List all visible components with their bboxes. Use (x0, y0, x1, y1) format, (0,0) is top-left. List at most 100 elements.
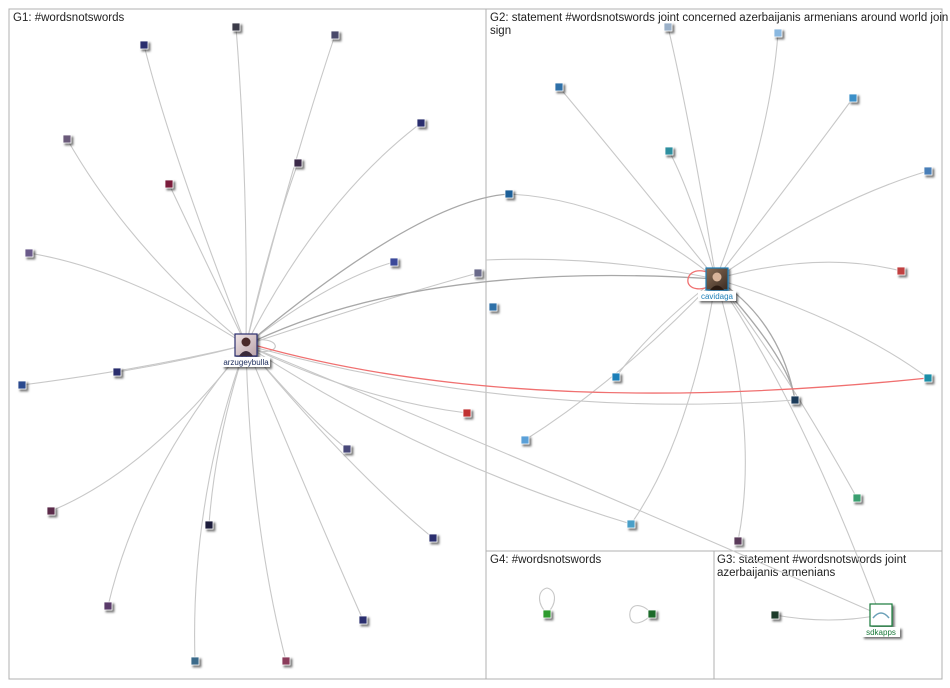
graph-node[interactable] (462, 408, 472, 418)
edge (168, 183, 247, 346)
edge (107, 344, 247, 607)
graph-node[interactable] (647, 609, 657, 619)
graph-node[interactable] (62, 134, 72, 144)
graph-node[interactable] (626, 519, 636, 529)
hub-arzugeybulla[interactable]: arzugeybulla (222, 333, 270, 367)
graph-node[interactable] (770, 610, 780, 620)
edge (668, 150, 717, 280)
edge (774, 614, 881, 621)
edges-g2 (485, 26, 929, 616)
graph-node[interactable] (923, 166, 933, 176)
avatar-mark (872, 612, 890, 619)
graph-node[interactable] (112, 367, 122, 377)
graph-node[interactable] (139, 40, 149, 50)
hub-sdkapps[interactable]: sdkapps (862, 603, 900, 637)
graph-node[interactable] (848, 93, 858, 103)
edge (715, 278, 881, 616)
edge (715, 261, 902, 280)
graph-node[interactable] (103, 601, 113, 611)
graph-node[interactable] (428, 533, 438, 543)
graph-node[interactable] (389, 257, 399, 267)
edge (116, 344, 247, 373)
group-title-g4: G4: #wordsnotswords (490, 554, 601, 566)
edge (245, 162, 299, 346)
hub-label: arzugeybulla (223, 358, 269, 367)
graph-node[interactable] (520, 435, 530, 445)
hub-label: cavidaga (701, 292, 734, 301)
graph-node[interactable] (416, 118, 426, 128)
edge (245, 274, 717, 346)
edge (28, 252, 247, 346)
edge (245, 344, 468, 414)
edge (245, 122, 422, 346)
graph-node[interactable] (24, 248, 34, 258)
graph-node[interactable] (231, 22, 241, 32)
edge (143, 44, 247, 346)
graph-node[interactable] (204, 520, 214, 530)
graph-node[interactable] (554, 82, 564, 92)
edge (194, 344, 247, 662)
edge (235, 26, 247, 346)
graph-node[interactable] (488, 302, 498, 312)
nodes-g2 (488, 22, 933, 546)
edge (667, 26, 717, 280)
edge (245, 344, 632, 525)
edge (208, 344, 247, 526)
graph-node[interactable] (281, 656, 291, 666)
graph-node[interactable] (473, 268, 483, 278)
avatar-body (239, 351, 253, 356)
graph-node[interactable] (190, 656, 200, 666)
group-title-g2: G2: statement #wordsnotswords joint conc… (490, 12, 950, 37)
edge (50, 344, 247, 512)
edge (253, 344, 929, 394)
graph-node[interactable] (17, 380, 27, 390)
hub-cavidaga[interactable]: cavidaga (698, 267, 736, 301)
hub-label-bg (698, 291, 736, 301)
edge (245, 344, 796, 405)
edges-highlight (253, 270, 929, 394)
graph-node[interactable] (896, 266, 906, 276)
graph-node[interactable] (664, 146, 674, 156)
graph-node[interactable] (358, 615, 368, 625)
edges-g1 (21, 26, 881, 662)
graph-node[interactable] (733, 536, 743, 546)
avatar (869, 603, 893, 627)
edge (245, 261, 395, 346)
edges-small-groups (538, 587, 881, 624)
graph-node[interactable] (790, 395, 800, 405)
graph-node[interactable] (330, 30, 340, 40)
graph-node[interactable] (164, 179, 174, 189)
hub-label-bg (862, 627, 900, 637)
edge (245, 344, 287, 662)
group-panel-g4 (485, 550, 715, 680)
graph-node[interactable] (46, 506, 56, 516)
nodes-g1 (17, 22, 483, 666)
edge (245, 344, 364, 621)
edge (245, 344, 434, 539)
graph-node[interactable] (663, 22, 673, 32)
graph-node[interactable] (504, 189, 514, 199)
edge (715, 32, 779, 280)
hub-label-bg (222, 357, 270, 367)
graph-node[interactable] (542, 609, 552, 619)
group-title-g3: G3: statement #wordsnotswords joint azer… (717, 554, 909, 579)
edge (715, 278, 929, 379)
edge (630, 278, 717, 525)
avatar-head (241, 337, 251, 347)
graph-node[interactable] (852, 493, 862, 503)
edge (715, 278, 746, 542)
edge (66, 138, 247, 346)
group-panel-g3 (713, 550, 943, 680)
graph-node[interactable] (923, 373, 933, 383)
graph-node[interactable] (342, 444, 352, 454)
edge (245, 34, 336, 346)
graph-node[interactable] (611, 372, 621, 382)
edge (715, 170, 929, 280)
edge (558, 86, 717, 280)
edge (245, 193, 510, 346)
avatar-head (712, 272, 722, 282)
edge (245, 272, 479, 346)
graph-node[interactable] (773, 28, 783, 38)
graph-node[interactable] (293, 158, 303, 168)
